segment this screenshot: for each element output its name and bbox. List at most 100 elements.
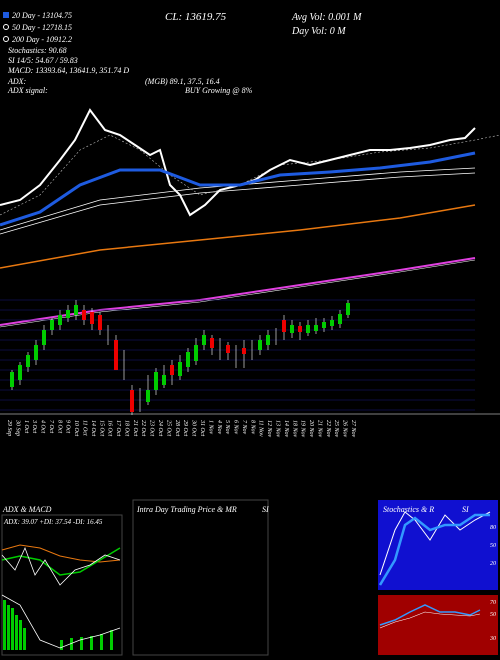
panel-title: SI <box>462 505 469 514</box>
panel-title: Intra Day Trading Price & MR <box>136 505 237 514</box>
rsi-level: 30 <box>489 636 496 642</box>
legend-entry: 200 Day - 10912.2 <box>12 35 72 44</box>
indicator: MACD: 13393.64, 13641.9, 351.74 D <box>7 66 129 75</box>
ema-line <box>0 172 476 235</box>
date-label: 8 Nov <box>249 420 255 435</box>
date-label: 18 Nov <box>291 420 297 438</box>
ema-magenta <box>0 257 476 326</box>
adx-signal: ADX signal: <box>7 86 48 95</box>
date-label: 29 Sep <box>6 420 12 436</box>
adx-lines <box>1 546 121 586</box>
rsi-bg <box>378 595 498 655</box>
date-label: 23 Oct <box>149 420 155 436</box>
indicator: SI 14/5: 54.67 / 59.83 <box>8 56 78 65</box>
date-label: 9 Oct <box>65 420 71 433</box>
stoch-level: 50 <box>490 543 496 549</box>
date-label: 1 Nov <box>207 420 213 435</box>
grid-lines <box>0 299 475 411</box>
date-label: 3 Oct <box>31 419 37 433</box>
panel-title: Stochastics & R <box>383 505 434 514</box>
candle-up <box>10 303 350 402</box>
date-label: 6 Nov <box>233 420 239 435</box>
ema-line <box>0 167 476 231</box>
rsi-level: 70 <box>490 600 496 606</box>
panel-title: SI <box>262 505 269 514</box>
ema-200 <box>0 204 476 269</box>
stoch-level: 20 <box>490 561 496 567</box>
date-label: 20 Nov <box>308 420 314 438</box>
date-label: 4 Oct <box>40 420 47 433</box>
date-label: 21 Nov <box>316 420 322 438</box>
legend-swatch <box>3 12 9 18</box>
ema-line <box>0 134 500 216</box>
panel-frame <box>1 514 123 656</box>
legend-entry: 50 Day - 12718.15 <box>12 23 72 32</box>
date-label: 4 Nov <box>216 420 223 435</box>
adx-lines <box>1 547 121 576</box>
date-label: 11 Oct <box>82 420 88 436</box>
ema-20 <box>0 151 476 227</box>
intraday-panel <box>132 499 269 656</box>
date-label: 30 Oct <box>191 419 197 436</box>
stoch-level: 80 <box>490 525 496 531</box>
date-label: 31 Oct <box>199 419 205 436</box>
date-label: 19 Nov <box>300 420 306 438</box>
stoch-line <box>379 511 491 576</box>
legend-swatch <box>3 24 9 30</box>
date-label: 27 Nov <box>350 420 356 438</box>
date-label: 24 Oct <box>157 420 164 436</box>
date-label: 10 Oct <box>73 420 79 436</box>
date-label: 13 Nov <box>274 420 280 438</box>
date-label: 28 Oct <box>174 420 180 436</box>
date-label: 26 Nov <box>342 420 348 438</box>
date-label: 12 Nov <box>266 420 272 438</box>
indicator: Stochastics: 90.68 <box>8 46 67 55</box>
date-label: 25 Oct <box>165 420 171 436</box>
adx-lines <box>1 544 121 563</box>
main-lines <box>0 108 500 328</box>
candle-wicks <box>11 300 349 415</box>
day-vol: Day Vol: 0 M <box>291 26 346 37</box>
stochastics-panel <box>378 500 498 655</box>
labels: 20 Day - 13104.75 50 Day - 12718.15 200 … <box>2 11 496 642</box>
rsi-level: 50 <box>490 612 496 618</box>
date-label: 16 Oct <box>107 420 113 436</box>
adx-macd-panel <box>1 514 123 656</box>
date-label: 17 Oct <box>115 420 121 436</box>
date-label: 8 Oct <box>56 420 62 433</box>
date-label: 7 Oct <box>48 420 54 433</box>
adx-label: ADX: <box>7 77 27 86</box>
date-label: 7 Nov <box>241 420 247 435</box>
mgb: (MGB) 89.1, 37.5, 16.4 <box>145 77 220 86</box>
date-label: 18 Oct <box>123 420 129 436</box>
date-label: 29 Oct <box>182 420 188 436</box>
date-label: 11 Nov <box>258 420 264 437</box>
rsi-line <box>379 611 481 629</box>
legend-swatch <box>3 36 9 42</box>
date-label: 14 Oct <box>90 420 97 436</box>
date-label: 1 Oct <box>23 420 29 433</box>
rsi-line <box>379 604 481 626</box>
date-label: 21 Oct <box>132 420 138 436</box>
date-label: 5 Nov <box>224 420 230 435</box>
stoch-line <box>378 513 490 586</box>
date-label: 30 Sep <box>14 419 20 436</box>
macd-lines <box>1 594 121 649</box>
candle-down <box>82 310 302 412</box>
date-label: 15 Oct <box>98 420 104 436</box>
date-label: 25 Nov <box>333 420 339 438</box>
adx-readout: ADX: 39.07 +DI: 37.54 -DI: 16.45 <box>3 518 103 526</box>
date-label: 22 Nov <box>325 420 331 438</box>
price-line <box>0 108 476 217</box>
signal: BUY Growing @ 8% <box>185 86 253 95</box>
date-label: 22 Oct <box>140 420 146 436</box>
candles <box>10 300 350 415</box>
panel-title: ADX & MACD <box>2 505 52 514</box>
macd-hist <box>3 600 113 650</box>
close: CL: 13619.75 <box>165 11 227 23</box>
legend-entry: 20 Day - 13104.75 <box>12 11 72 20</box>
date-label: 14 Nov <box>283 420 290 438</box>
avg-vol: Avg Vol: 0.001 M <box>291 12 362 23</box>
